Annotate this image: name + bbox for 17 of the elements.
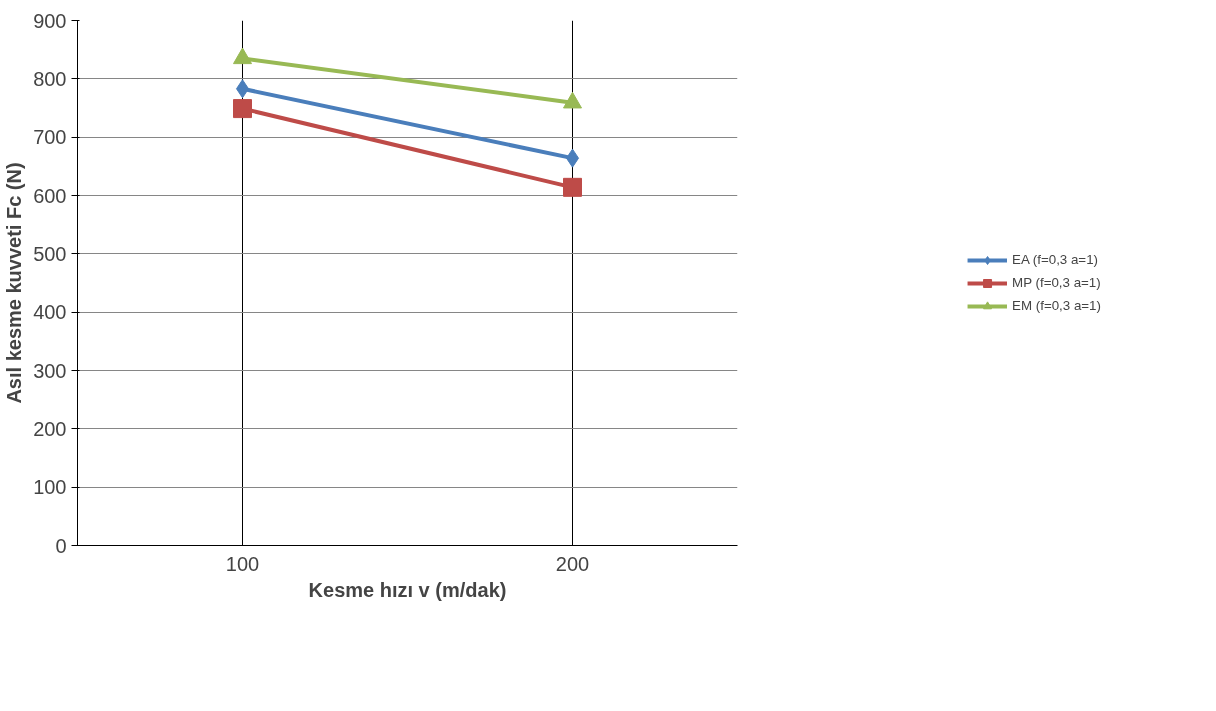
- y-axis-title: Asıl kesme kuvveti Fc (N): [3, 162, 26, 404]
- y-tick-label: 400: [33, 301, 67, 324]
- y-tick-label: 800: [33, 67, 67, 90]
- y-tick-label: 100: [33, 476, 67, 499]
- y-tick-label: 300: [33, 359, 67, 382]
- x-axis-title: Kesme hızı v (m/dak): [308, 578, 507, 601]
- y-tick-label: 0: [55, 534, 67, 557]
- point: [233, 99, 252, 119]
- y-tick-label: 500: [33, 242, 67, 265]
- legend-label: MP (f=0,3 a=1): [1012, 275, 1101, 290]
- y-tick-label: 700: [33, 126, 67, 149]
- point: [563, 177, 582, 197]
- y-tick-label: 900: [33, 9, 67, 32]
- y-tick-label: 600: [33, 184, 67, 207]
- legend-label: EM (f=0,3 a=1): [1012, 298, 1101, 313]
- legend-label: EA (f=0,3 a=1): [1012, 252, 1098, 267]
- y-tick-label: 200: [33, 417, 67, 440]
